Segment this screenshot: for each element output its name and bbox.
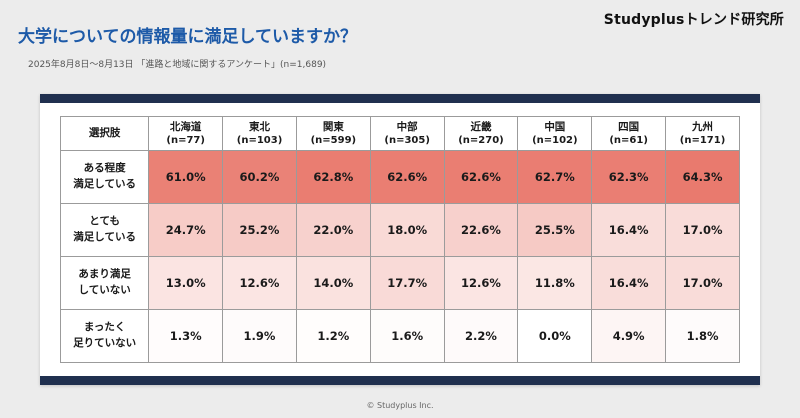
value-cell: 62.7% — [517, 150, 593, 204]
column-header: 九州 (n=171) — [665, 116, 740, 151]
value-cell: 62.3% — [591, 150, 667, 204]
value-cell: 22.0% — [295, 203, 371, 257]
value-cell: 62.8% — [295, 150, 371, 204]
table-row: あまり満足 していない 13.0% 12.6% 14.0% 17.7% 12.6% 11.8… — [59, 256, 740, 310]
value-cell: 1.3% — [148, 309, 224, 363]
value-cell: 17.0% — [665, 256, 740, 310]
copyright: © Studyplus Inc. — [366, 401, 434, 410]
value-cell: 16.4% — [591, 256, 667, 310]
header-row: 選択肢 北海道 (n=77) 東北 (n=103) 関東 (n=599) 中部 (n=305) 近… — [59, 116, 740, 151]
value-cell: 22.6% — [443, 203, 519, 257]
column-header: 関東 (n=599) — [295, 116, 371, 151]
card-top-bar — [40, 94, 760, 103]
column-header: 中国 (n=102) — [517, 116, 593, 151]
value-cell: 62.6% — [369, 150, 445, 204]
value-cell: 17.0% — [665, 203, 740, 257]
choices-header: 選択肢 — [59, 116, 150, 151]
value-cell: 2.2% — [443, 309, 519, 363]
value-cell: 62.6% — [443, 150, 519, 204]
value-cell: 17.7% — [369, 256, 445, 310]
table-body: ある程度 満足している 61.0% 60.2% 62.8% 62.6% 62.6% 62.7… — [59, 150, 740, 363]
value-cell: 60.2% — [222, 150, 297, 204]
table-header: 選択肢 北海道 (n=77) 東北 (n=103) 関東 (n=599) 中部 (n=305) 近… — [59, 116, 740, 151]
value-cell: 14.0% — [295, 256, 371, 310]
survey-period-subtitle: 2025年8月8日～8月13日 「進路と地域に関するアンケート」(n=1,689… — [28, 60, 327, 70]
value-cell: 64.3% — [665, 150, 740, 204]
value-cell: 0.0% — [517, 309, 593, 363]
value-cell: 16.4% — [591, 203, 667, 257]
column-header: 四国 (n=61) — [591, 116, 667, 151]
row-label: あまり満足 していない — [59, 256, 150, 310]
table-row: まったく 足りていない 1.3% 1.9% 1.2% 1.6% 2.2% 0.0% 4.9% 1… — [59, 309, 740, 363]
brand-logo: Studyplusトレンド研究所 — [603, 12, 784, 28]
row-label: とても 満足している — [59, 203, 150, 257]
value-cell: 4.9% — [591, 309, 667, 363]
value-cell: 12.6% — [443, 256, 519, 310]
value-cell: 12.6% — [222, 256, 297, 310]
value-cell: 24.7% — [148, 203, 224, 257]
value-cell: 1.2% — [295, 309, 371, 363]
row-label: ある程度 満足している — [59, 150, 150, 204]
table-row: とても 満足している 24.7% 25.2% 22.0% 18.0% 22.6% 25.5%… — [59, 203, 740, 257]
column-header: 東北 (n=103) — [222, 116, 297, 151]
column-header: 北海道 (n=77) — [148, 116, 224, 151]
column-header: 近畿 (n=270) — [443, 116, 519, 151]
table-wrapper: 選択肢 北海道 (n=77) 東北 (n=103) 関東 (n=599) 中部 (n=305) 近… — [40, 103, 760, 376]
row-label: まったく 足りていない — [59, 309, 150, 363]
value-cell: 25.2% — [222, 203, 297, 257]
table-card: 選択肢 北海道 (n=77) 東北 (n=103) 関東 (n=599) 中部 (n=305) 近… — [40, 94, 760, 385]
value-cell: 1.8% — [665, 309, 740, 363]
value-cell: 18.0% — [369, 203, 445, 257]
card-bottom-bar — [40, 376, 760, 385]
value-cell: 13.0% — [148, 256, 224, 310]
value-cell: 25.5% — [517, 203, 593, 257]
survey-table: 選択肢 北海道 (n=77) 東北 (n=103) 関東 (n=599) 中部 (n=305) 近… — [59, 116, 740, 363]
value-cell: 61.0% — [148, 150, 224, 204]
value-cell: 11.8% — [517, 256, 593, 310]
value-cell: 1.6% — [369, 309, 445, 363]
table-row: ある程度 満足している 61.0% 60.2% 62.8% 62.6% 62.6% 62.7… — [59, 150, 740, 204]
value-cell: 1.9% — [222, 309, 297, 363]
column-header: 中部 (n=305) — [369, 116, 445, 151]
page-title: 大学についての情報量に満足していますか？ — [18, 27, 357, 47]
